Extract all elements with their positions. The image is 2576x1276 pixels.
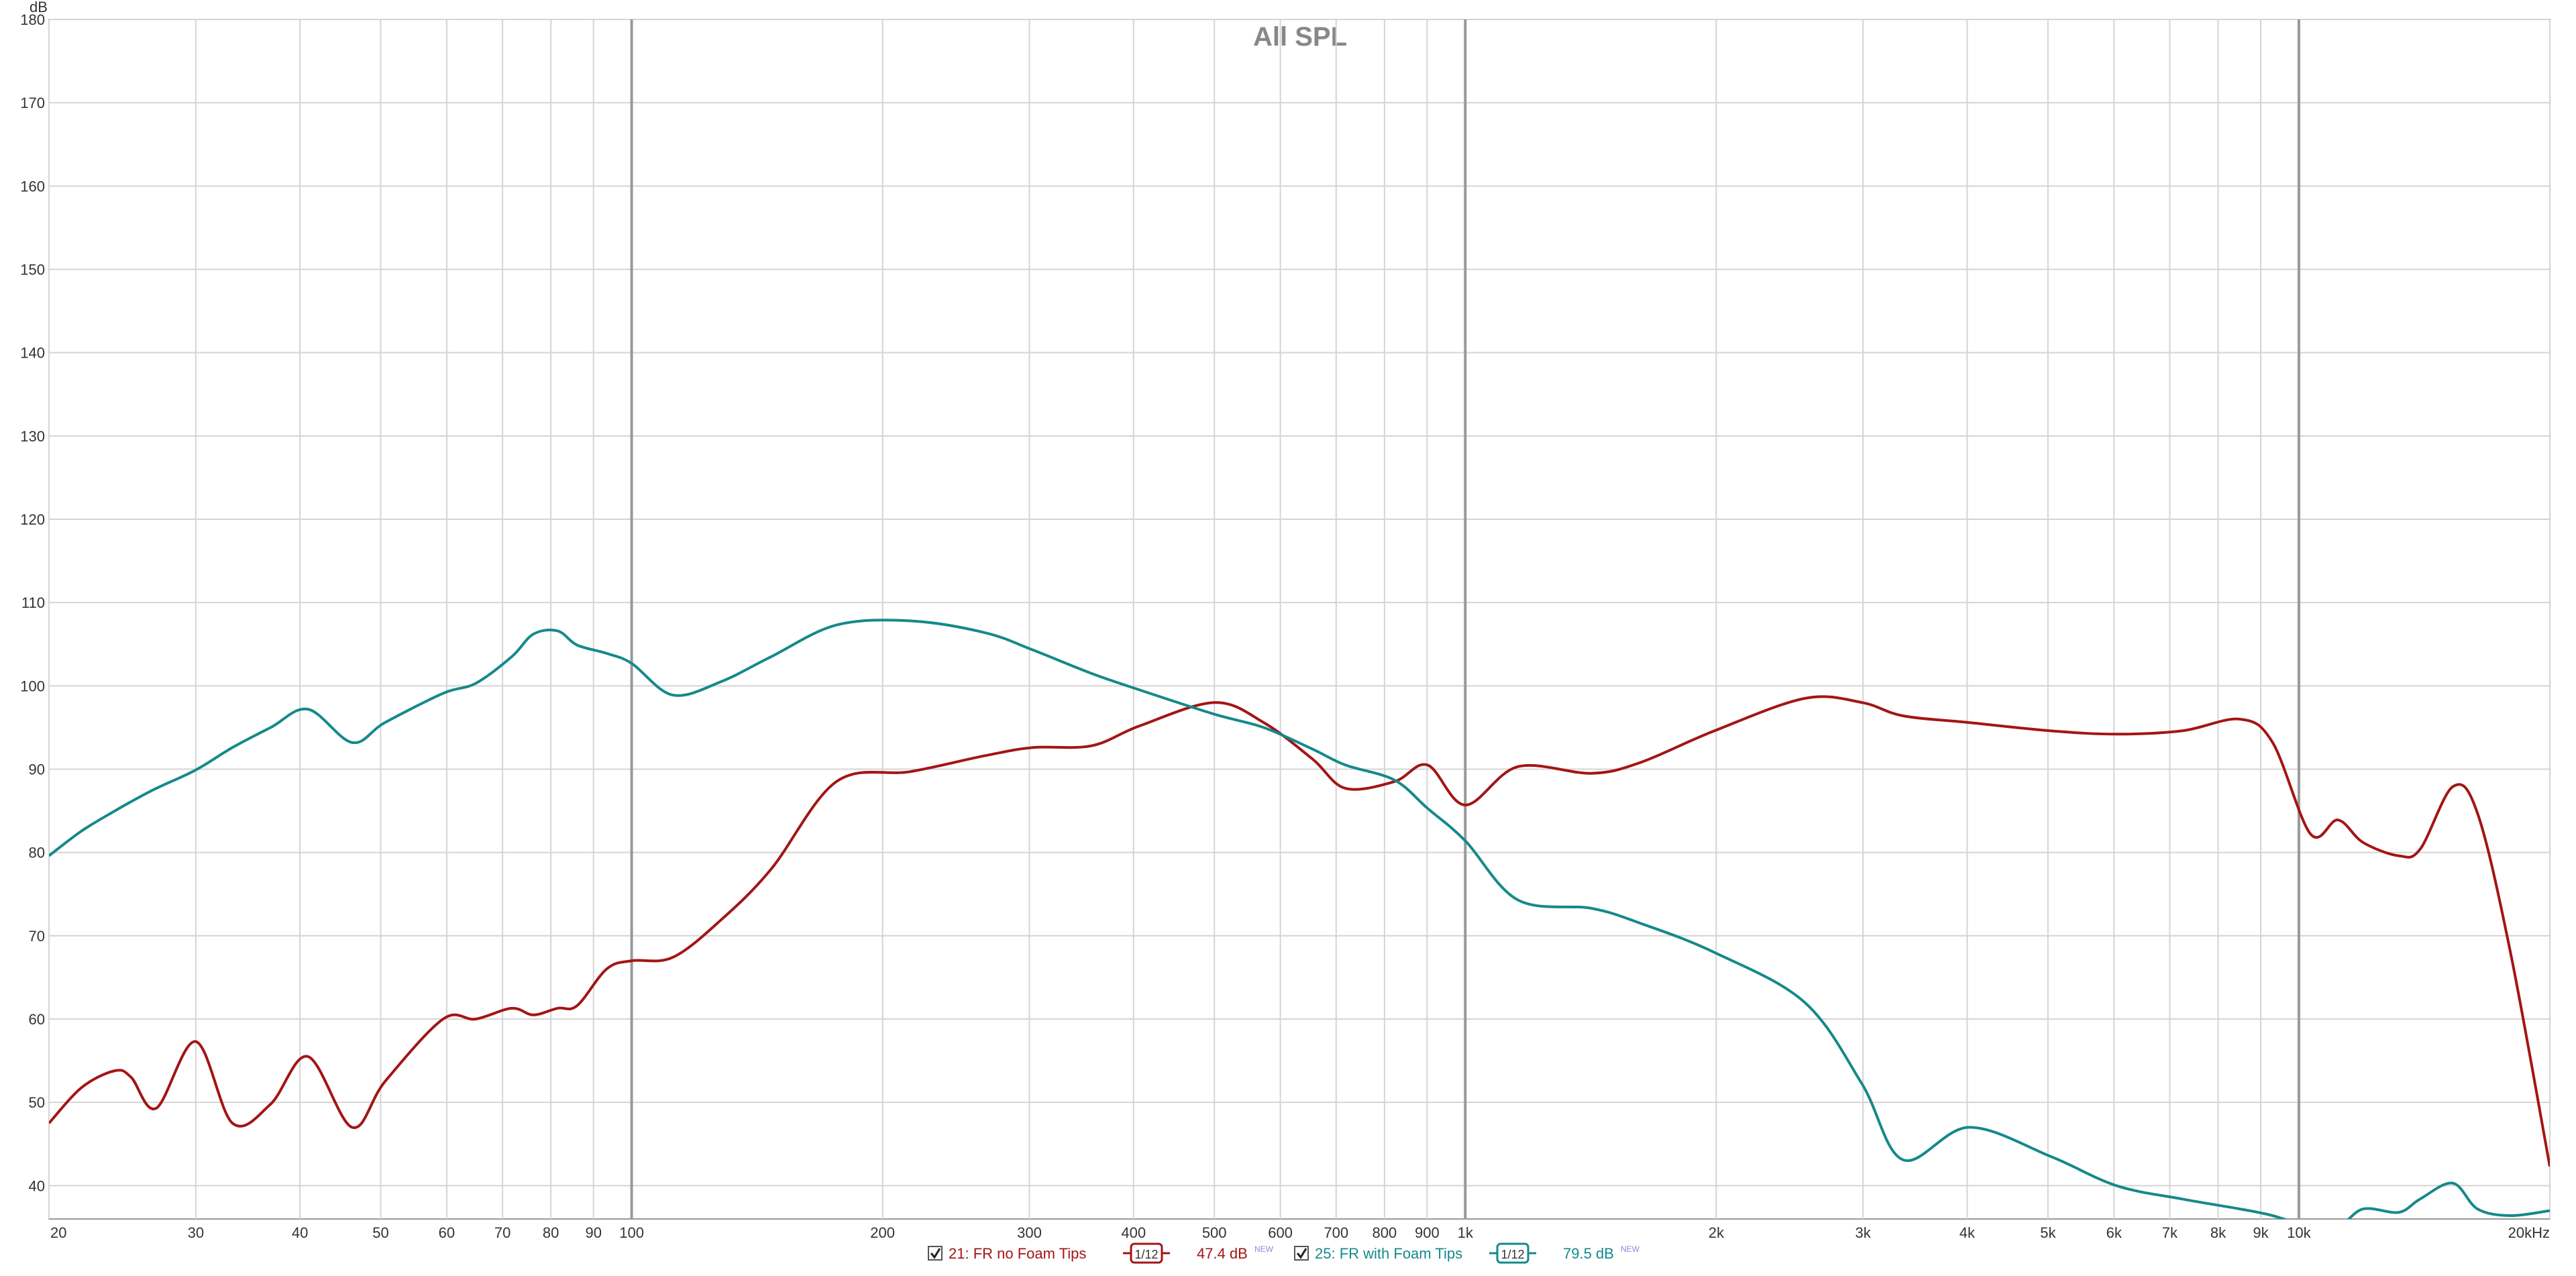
lines <box>49 619 2550 1219</box>
x-tick-label: 8k <box>2210 1224 2226 1241</box>
x-tick-label: 90 <box>585 1224 601 1241</box>
x-tick-label: 700 <box>1324 1224 1348 1241</box>
x-tick-label: 100 <box>619 1224 644 1241</box>
x-tick-label: 300 <box>1017 1224 1042 1241</box>
y-tick-label: 180 <box>20 11 45 28</box>
y-tick-label: 60 <box>29 1011 45 1028</box>
y-tick-label: 150 <box>20 262 45 278</box>
y-tick-label: 110 <box>21 594 45 611</box>
x-tick-label: 80 <box>543 1224 559 1241</box>
y-tick-label: 70 <box>29 928 45 945</box>
y-tick-label: 120 <box>20 511 45 528</box>
chart-title: All SPL <box>1253 22 1347 52</box>
series-line <box>49 619 2550 1219</box>
legend-check <box>1296 1248 1307 1259</box>
x-tick-label: 900 <box>1415 1224 1440 1241</box>
x-tick-label: 600 <box>1268 1224 1293 1241</box>
grid: 40 50 60 70 80 90 100 110 120 130 140 150 160 170 180 2… <box>20 11 2551 1241</box>
legend-check <box>930 1248 941 1259</box>
x-tick-label: 10k <box>2287 1224 2311 1241</box>
x-tick-label: 6k <box>2106 1224 2123 1241</box>
x-tick-label: 60 <box>439 1224 455 1241</box>
legend-badge: NEW <box>1254 1244 1274 1254</box>
y-axis-label: dB <box>30 0 48 15</box>
x-tick-label: 1k <box>1458 1224 1474 1241</box>
x-tick-label: 40 <box>292 1224 308 1241</box>
x-tick-label: 4k <box>1960 1224 1976 1241</box>
legend-label[interactable]: 21: FR no Foam Tips <box>949 1245 1086 1262</box>
series-line <box>49 695 2550 1167</box>
y-tick-label: 80 <box>29 845 45 861</box>
legend-smoothing-box[interactable] <box>1496 1242 1529 1264</box>
x-tick-label: 800 <box>1372 1224 1397 1241</box>
y-tick-label: 160 <box>20 178 45 195</box>
x-tick-label: 70 <box>494 1224 511 1241</box>
y-tick-label: 90 <box>29 761 45 778</box>
x-tick-label: 500 <box>1202 1224 1227 1241</box>
y-tick-label: 170 <box>20 95 45 111</box>
x-tick-label: 9k <box>2253 1224 2269 1241</box>
x-tick-label: 5k <box>2040 1224 2056 1241</box>
x-tick-label: 200 <box>870 1224 895 1241</box>
legend-badge: NEW <box>1621 1244 1640 1254</box>
y-tick-label: 130 <box>20 428 45 445</box>
x-tick-label: 7k <box>2162 1224 2178 1241</box>
legend-level: 47.4 dB <box>1197 1245 1248 1262</box>
y-tick-label: 100 <box>20 678 45 694</box>
y-tick-label: 50 <box>29 1094 45 1111</box>
x-tick-label: 30 <box>188 1224 204 1241</box>
legend: 21: FR no Foam Tips 1/12 47.4 dB NEW 25: FR … <box>928 1242 1640 1264</box>
legend-smoothing[interactable]: 1/12 <box>1134 1248 1158 1261</box>
legend-smoothing-box[interactable] <box>1130 1242 1163 1264</box>
plot-area <box>48 19 2551 1220</box>
legend-level: 79.5 dB <box>1563 1245 1614 1262</box>
x-tick-label: 20kHz <box>2508 1224 2550 1241</box>
x-tick-label: 20 <box>50 1224 66 1241</box>
x-tick-label: 3k <box>1856 1224 1872 1241</box>
y-tick-label: 140 <box>20 345 45 362</box>
x-tick-label: 2k <box>1709 1224 1725 1241</box>
y-tick-label: 40 <box>29 1177 45 1194</box>
x-tick-label: 50 <box>372 1224 388 1241</box>
legend-smoothing[interactable]: 1/12 <box>1501 1248 1524 1261</box>
x-tick-label: 400 <box>1121 1224 1146 1241</box>
legend-label[interactable]: 25: FR with Foam Tips <box>1315 1245 1462 1262</box>
